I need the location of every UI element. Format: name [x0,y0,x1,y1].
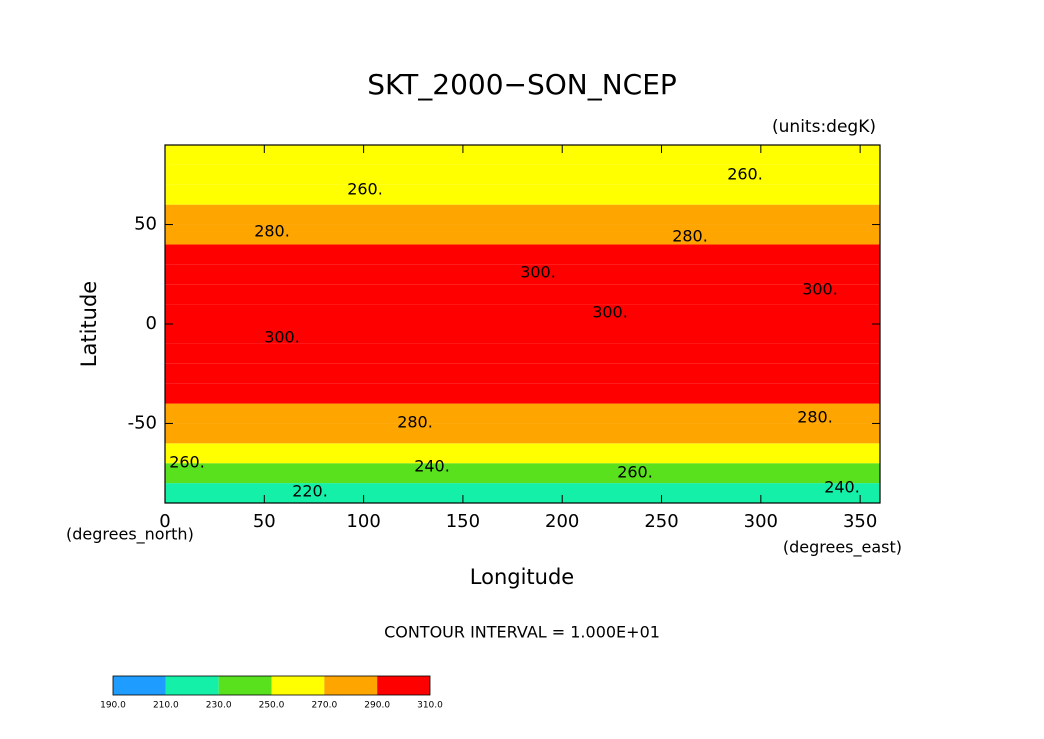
x-tick-label: 200 [545,511,579,532]
colorbar-label: 210.0 [153,701,179,711]
x-tick-label: 0 [159,511,170,532]
field-band [165,483,880,503]
y-tick-label: -50 [128,412,157,433]
contour-label: 300. [520,263,556,282]
contour-label: 280. [797,408,833,427]
colorbar-label: 190.0 [100,701,126,711]
field-band [165,463,880,484]
field-band [165,443,880,464]
colorbar-swatch [165,676,219,695]
field-band [165,324,880,344]
field-band [165,284,880,305]
contour-label: 300. [802,280,838,299]
field-band [165,423,880,444]
colorbar-label: 270.0 [311,701,337,711]
colorbar-label: 230.0 [206,701,232,711]
field-band [165,403,880,424]
colorbar-swatch [324,676,378,695]
contour-label: 260. [727,165,763,184]
y-tick-label: 50 [134,214,157,235]
contour-label: 280. [672,227,708,246]
colorbar-label: 290.0 [364,701,390,711]
field-band [165,224,880,245]
contour-label: 240. [414,457,450,476]
field-band [165,244,880,265]
units: (units:degK) [772,117,876,137]
colorbar-label: 250.0 [259,701,285,711]
contour-label: 260. [347,180,383,199]
colorbar-swatch [218,676,272,695]
y-units: (degrees_north) [66,525,194,545]
field-band [165,383,880,404]
x-tick-label: 50 [253,511,276,532]
colorbar-label: 310.0 [417,701,443,711]
colorbar-swatch [377,676,430,695]
field-band [165,304,880,324]
field-band [165,164,880,185]
colorbar-swatch [113,676,166,695]
field-band [165,363,880,384]
y-tick-label: 0 [146,313,157,334]
colorbar-swatch [271,676,325,695]
contour-label: 300. [592,303,628,322]
colorbar-frame [112,675,431,696]
field-band [165,145,880,165]
x-tick-label: 100 [346,511,380,532]
field-band [165,204,880,225]
contour-label: 280. [397,413,433,432]
footer: CONTOUR INTERVAL = 1.000E+01 [384,623,660,642]
x-label: Longitude [470,565,574,589]
x-tick-label: 150 [446,511,480,532]
x-tick-label: 300 [744,511,778,532]
contour-label: 260. [169,453,205,472]
title: SKT_2000−SON_NCEP [367,68,677,101]
contour-label: 220. [292,482,328,501]
contour-label: 240. [824,478,860,497]
contour-label: 300. [264,328,300,347]
field-band [165,184,880,205]
y-label: Latitude [77,281,101,367]
x-units: (degrees_east) [783,538,902,558]
x-tick-label: 350 [843,511,877,532]
x-tick-label: 250 [644,511,678,532]
contour-label: 260. [617,463,653,482]
field-band [165,343,880,364]
contour-label: 280. [254,222,290,241]
field-band [165,264,880,285]
